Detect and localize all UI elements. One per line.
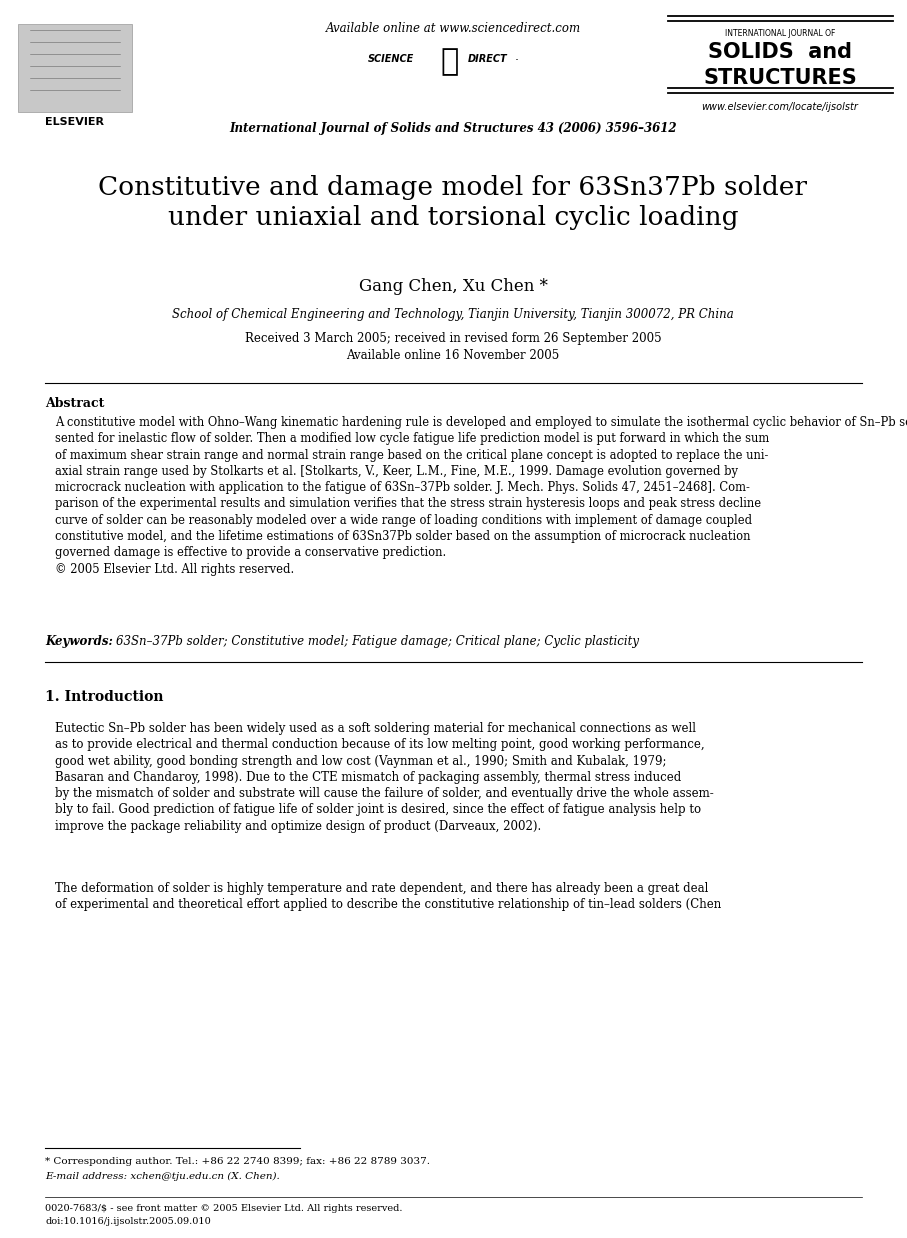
Text: doi:10.1016/j.ijsolstr.2005.09.010: doi:10.1016/j.ijsolstr.2005.09.010 — [45, 1217, 210, 1226]
Text: Keywords:: Keywords: — [45, 635, 112, 647]
Text: www.elsevier.com/locate/ijsolstr: www.elsevier.com/locate/ijsolstr — [701, 102, 858, 111]
Text: 1. Introduction: 1. Introduction — [45, 690, 163, 704]
Text: Available online at www.sciencedirect.com: Available online at www.sciencedirect.co… — [326, 22, 580, 35]
Text: A constitutive model with Ohno–Wang kinematic hardening rule is developed and em: A constitutive model with Ohno–Wang kine… — [55, 416, 907, 576]
Text: ·: · — [515, 54, 519, 67]
Text: The deformation of solder is highly temperature and rate dependent, and there ha: The deformation of solder is highly temp… — [55, 881, 721, 911]
Text: International Journal of Solids and Structures 43 (2006) 3596–3612: International Journal of Solids and Stru… — [229, 123, 677, 135]
Text: 0020-7683/$ - see front matter © 2005 Elsevier Ltd. All rights reserved.: 0020-7683/$ - see front matter © 2005 El… — [45, 1205, 403, 1213]
Bar — [18, 24, 132, 111]
Text: School of Chemical Engineering and Technology, Tianjin University, Tianjin 30007: School of Chemical Engineering and Techn… — [172, 308, 734, 321]
Text: ELSEVIER: ELSEVIER — [45, 118, 104, 128]
Text: * Corresponding author. Tel.: +86 22 2740 8399; fax: +86 22 8789 3037.: * Corresponding author. Tel.: +86 22 274… — [45, 1158, 430, 1166]
Text: 63Sn–37Pb solder; Constitutive model; Fatigue damage; Critical plane; Cyclic pla: 63Sn–37Pb solder; Constitutive model; Fa… — [116, 635, 639, 647]
Text: SCIENCE: SCIENCE — [368, 54, 414, 64]
Text: E-mail address: xchen@tju.edu.cn (X. Chen).: E-mail address: xchen@tju.edu.cn (X. Che… — [45, 1172, 279, 1181]
Text: STRUCTURES: STRUCTURES — [703, 68, 857, 88]
Text: DIRECT: DIRECT — [468, 54, 508, 64]
Text: Constitutive and damage model for 63Sn37Pb solder
under uniaxial and torsional c: Constitutive and damage model for 63Sn37… — [99, 175, 807, 230]
Text: Eutectic Sn–Pb solder has been widely used as a soft soldering material for mech: Eutectic Sn–Pb solder has been widely us… — [55, 722, 714, 833]
Text: SOLIDS  and: SOLIDS and — [708, 42, 852, 62]
Text: INTERNATIONAL JOURNAL OF: INTERNATIONAL JOURNAL OF — [725, 28, 835, 38]
Text: Gang Chen, Xu Chen *: Gang Chen, Xu Chen * — [358, 279, 548, 295]
Text: Abstract: Abstract — [45, 397, 104, 410]
Text: ⓐ: ⓐ — [441, 47, 459, 76]
Text: Received 3 March 2005; received in revised form 26 September 2005
Available onli: Received 3 March 2005; received in revis… — [245, 332, 661, 361]
